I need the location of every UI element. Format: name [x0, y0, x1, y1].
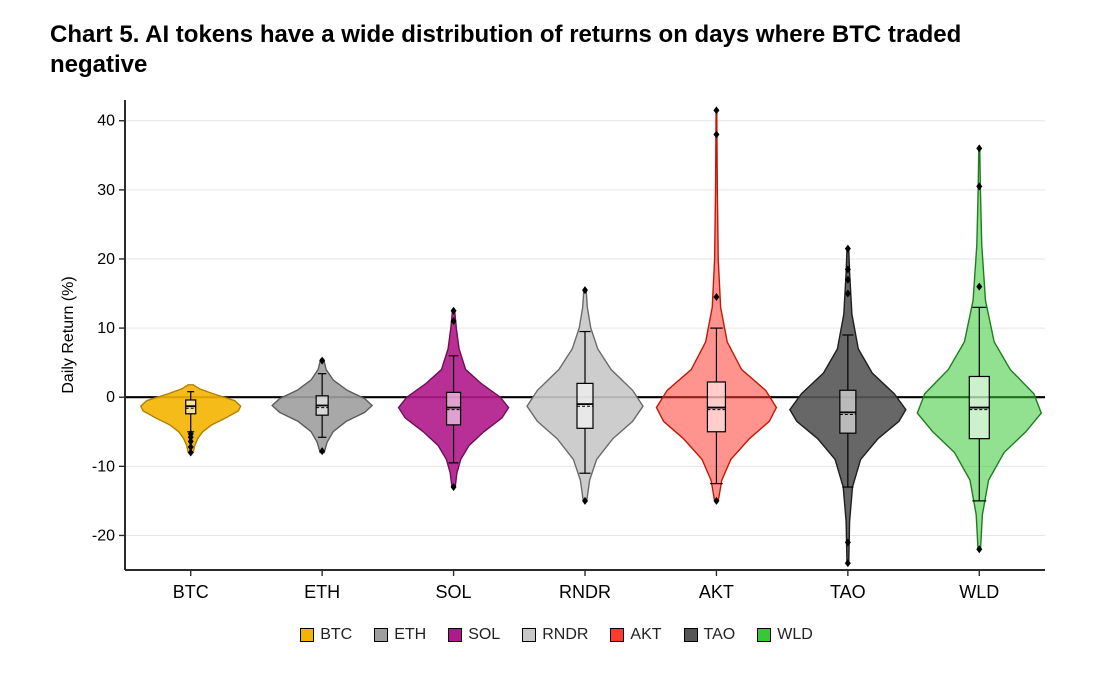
- legend-label: ETH: [394, 626, 426, 644]
- legend-swatch: [374, 628, 388, 642]
- legend-swatch: [300, 628, 314, 642]
- legend-swatch: [684, 628, 698, 642]
- x-tick-label: RNDR: [559, 582, 611, 602]
- outlier-point: [976, 182, 982, 190]
- y-tick-label: 30: [97, 182, 115, 199]
- outlier-point: [976, 144, 982, 152]
- series-AKT: [656, 106, 776, 505]
- y-tick-label: -10: [92, 458, 115, 475]
- outlier-point: [845, 559, 851, 567]
- y-tick-label: 10: [97, 320, 115, 337]
- outlier-point: [845, 538, 851, 546]
- legend-label: SOL: [468, 626, 500, 644]
- legend-item-WLD: WLD: [757, 626, 813, 644]
- legend-label: BTC: [320, 626, 352, 644]
- legend-swatch: [757, 628, 771, 642]
- series-BTC: [141, 385, 241, 457]
- legend-label: TAO: [704, 626, 736, 644]
- plot-area: BTC ETH SOL RNDR AKT TAO WLD -20 -10 0 10 20 30 40 Dai…: [50, 90, 1063, 620]
- outlier-point: [976, 545, 982, 553]
- x-tick-label: AKT: [699, 582, 734, 602]
- y-tick-label: -20: [92, 527, 115, 544]
- legend-item-RNDR: RNDR: [522, 626, 588, 644]
- y-axis-title: Daily Return (%): [60, 276, 77, 393]
- outlier-point: [713, 131, 719, 139]
- legend-item-TAO: TAO: [684, 626, 736, 644]
- legend-label: AKT: [630, 626, 661, 644]
- chart-container: Chart 5. AI tokens have a wide distribut…: [0, 0, 1093, 676]
- outlier-point: [845, 245, 851, 253]
- x-tick-label: ETH: [304, 582, 340, 602]
- legend-label: RNDR: [542, 626, 588, 644]
- box: [447, 392, 461, 424]
- y-tick-label: 0: [106, 389, 115, 406]
- legend-swatch: [522, 628, 536, 642]
- violin-plot-svg: BTC ETH SOL RNDR AKT TAO WLD -20 -10 0 10 20 30 40 Dai…: [50, 90, 1060, 620]
- x-tick-label: BTC: [173, 582, 209, 602]
- series-SOL: [399, 307, 509, 491]
- legend-item-BTC: BTC: [300, 626, 352, 644]
- y-tick-label: 20: [97, 251, 115, 268]
- outlier-point: [582, 286, 588, 294]
- outlier-point: [713, 106, 719, 114]
- outlier-point: [451, 307, 457, 315]
- chart-title: Chart 5. AI tokens have a wide distribut…: [50, 20, 1063, 80]
- x-tick-label: WLD: [959, 582, 999, 602]
- legend-item-ETH: ETH: [374, 626, 426, 644]
- legend-swatch: [448, 628, 462, 642]
- series-ETH: [272, 357, 372, 456]
- legend-item-SOL: SOL: [448, 626, 500, 644]
- legend-label: WLD: [777, 626, 813, 644]
- x-tick-label: SOL: [436, 582, 472, 602]
- legend: BTC ETH SOL RNDR AKT TAO WLD: [50, 626, 1063, 644]
- series-RNDR: [527, 286, 643, 505]
- legend-swatch: [610, 628, 624, 642]
- series-WLD: [917, 144, 1041, 553]
- y-tick-label: 40: [97, 113, 115, 130]
- x-tick-label: TAO: [830, 582, 866, 602]
- legend-item-AKT: AKT: [610, 626, 661, 644]
- series-TAO: [790, 245, 906, 567]
